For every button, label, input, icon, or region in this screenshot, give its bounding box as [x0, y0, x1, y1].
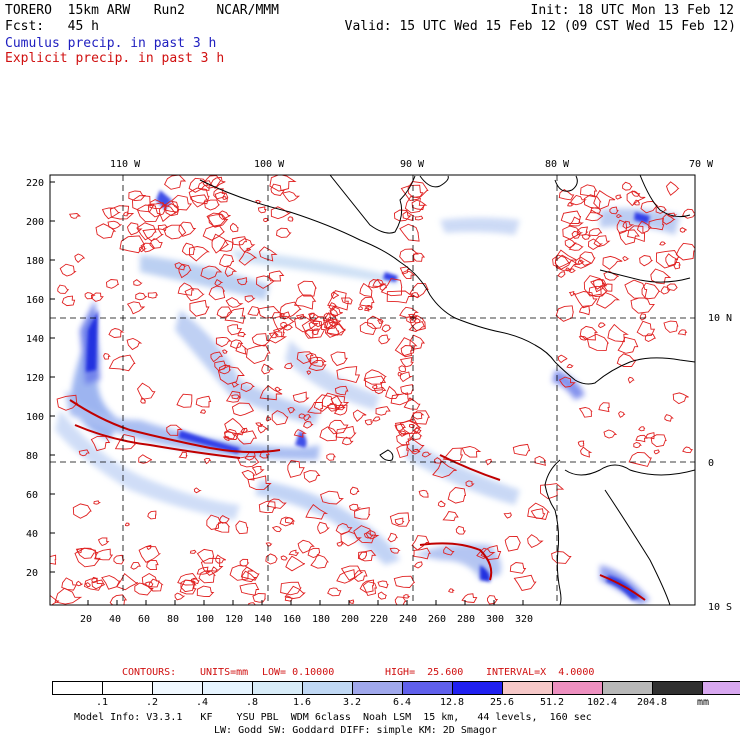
colorbar-swatch: [652, 681, 703, 695]
y-tick-label: 40: [26, 529, 39, 540]
colorbar-swatch: [702, 681, 740, 695]
y-tick-label: 80: [26, 451, 39, 462]
x-tick-label: 40: [109, 614, 122, 625]
colorbar-swatch: [302, 681, 353, 695]
colorbar-swatch: [402, 681, 453, 695]
model-info-line2: LW: Godd SW: Goddard DIFF: simple KM: 2D…: [214, 725, 497, 736]
y-tick-label: 220: [26, 178, 45, 189]
x-tick-label: 220: [370, 614, 389, 625]
contour-title: CONTOURS:: [122, 667, 177, 678]
x-tick-label: 160: [283, 614, 302, 625]
colorbar-swatch: [252, 681, 303, 695]
lon-label-80w: 80 W: [545, 159, 570, 170]
colorbar-level-label: .2: [145, 697, 159, 708]
colorbar-swatch: [502, 681, 553, 695]
legend-cumulus: Cumulus precip. in past 3 h: [5, 36, 217, 51]
x-tick-label: 260: [428, 614, 447, 625]
colorbar-level-label: 102.4: [586, 697, 618, 708]
lon-label-100w: 100 W: [254, 159, 285, 170]
lat-label-0: 0: [708, 458, 715, 469]
y-tick-label: 120: [26, 373, 45, 384]
colorbar-level-label: 12.8: [439, 697, 465, 708]
y-tick-label: 140: [26, 334, 45, 345]
colorbar-level-label: .8: [245, 697, 259, 708]
x-tick-label: 140: [254, 614, 273, 625]
x-tick-label: 20: [80, 614, 93, 625]
y-tick-label: 200: [26, 217, 45, 228]
x-tick-label: 180: [312, 614, 331, 625]
x-tick-label: 60: [138, 614, 151, 625]
colorbar-swatch: [602, 681, 653, 695]
colorbar-level-label: 25.6: [489, 697, 515, 708]
colorbar-swatch: [352, 681, 403, 695]
lon-label-70w: 70 W: [689, 159, 714, 170]
lat-label-10n: 10 N: [708, 313, 733, 324]
colorbar-unit: mm: [697, 697, 710, 708]
colorbar-level-label: 6.4: [392, 697, 412, 708]
contour-high: HIGH= 25.600: [385, 667, 464, 678]
colorbar-level-label: 204.8: [636, 697, 668, 708]
colorbar-level-label: 51.2: [539, 697, 565, 708]
y-tick-label: 160: [26, 295, 45, 306]
lon-label-90w: 90 W: [400, 159, 425, 170]
colorbar-level-label: 3.2: [342, 697, 362, 708]
y-tick-label: 100: [26, 412, 45, 423]
colorbar-level-label: 1.6: [292, 697, 312, 708]
x-tick-label: 100: [196, 614, 215, 625]
coastlines: [199, 175, 695, 605]
y-tick-label: 180: [26, 256, 45, 267]
x-tick-label: 320: [515, 614, 534, 625]
contour-low: LOW= 0.10000: [262, 667, 335, 678]
x-tick-label: 280: [457, 614, 476, 625]
colorbar-level-label: .1: [95, 697, 109, 708]
colorbar-swatch: [102, 681, 153, 695]
lon-label-110w: 110 W: [110, 159, 141, 170]
x-tick-label: 80: [167, 614, 180, 625]
lat-label-10s: 10 S: [708, 602, 733, 613]
x-tick-label: 240: [399, 614, 418, 625]
legend-explicit: Explicit precip. in past 3 h: [5, 51, 225, 66]
y-tick-label: 20: [26, 568, 39, 579]
model-info-line1: Model Info: V3.3.1 KF YSU PBL WDM 6class…: [74, 712, 592, 723]
run-title: TORERO 15km ARW Run2 NCAR/MMM: [5, 3, 279, 18]
colorbar-level-label: .4: [195, 697, 209, 708]
precip-fields: [50, 175, 695, 605]
init-time: Init: 18 UTC Mon 13 Feb 12: [530, 3, 735, 18]
graticule: [50, 175, 695, 605]
colorbar-swatch: [202, 681, 253, 695]
colorbar-swatch: [452, 681, 503, 695]
colorbar-swatch: [552, 681, 603, 695]
colorbar-swatch: [152, 681, 203, 695]
contour-units: UNITS=mm: [200, 667, 249, 678]
x-tick-label: 300: [486, 614, 505, 625]
forecast-hour: Fcst: 45 h: [5, 19, 99, 34]
x-tick-label: 120: [225, 614, 244, 625]
map-frame: [49, 174, 696, 606]
x-tick-label: 200: [341, 614, 360, 625]
y-tick-label: 60: [26, 490, 39, 501]
colorbar-swatch: [52, 681, 103, 695]
valid-time: Valid: 15 UTC Wed 15 Feb 12 (09 CST Wed …: [344, 19, 736, 34]
contour-interval: INTERVAL=X 4.0000: [486, 667, 595, 678]
